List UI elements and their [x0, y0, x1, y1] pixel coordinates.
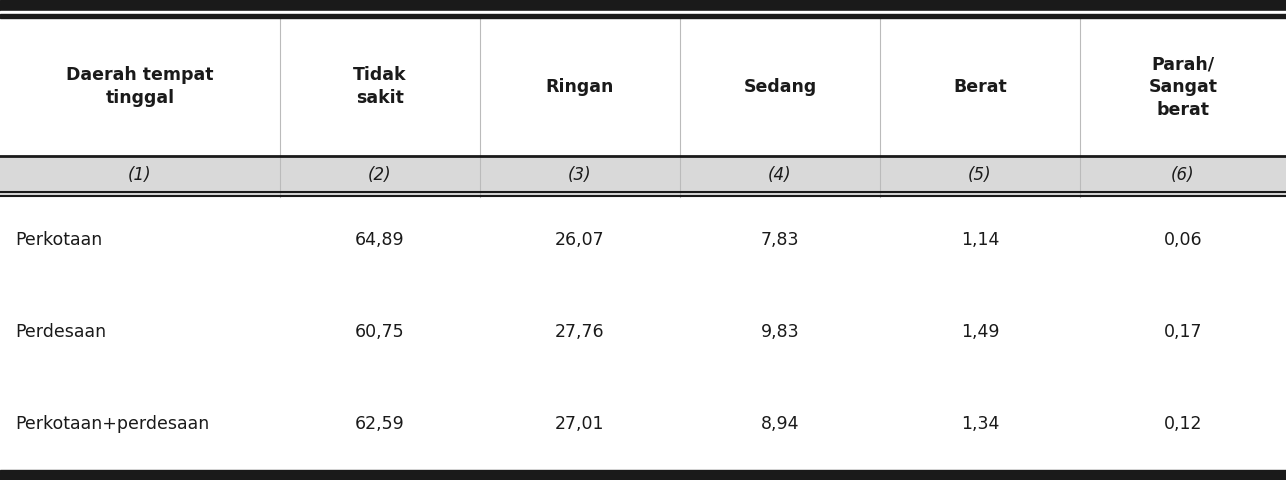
Text: (1): (1) — [129, 166, 152, 184]
Text: 0,12: 0,12 — [1164, 415, 1202, 433]
Bar — [0, 156, 1286, 194]
Text: Sedang: Sedang — [743, 78, 817, 96]
Text: Parah/
Sangat
berat: Parah/ Sangat berat — [1148, 55, 1218, 119]
Text: (6): (6) — [1172, 166, 1195, 184]
Text: 1,49: 1,49 — [961, 323, 999, 341]
Text: Tidak
sakit: Tidak sakit — [354, 67, 406, 108]
Text: 60,75: 60,75 — [355, 323, 405, 341]
Text: 8,94: 8,94 — [761, 415, 800, 433]
Text: 64,89: 64,89 — [355, 231, 405, 249]
Text: 7,83: 7,83 — [761, 231, 800, 249]
Text: (3): (3) — [568, 166, 592, 184]
Text: (4): (4) — [768, 166, 792, 184]
Text: Daerah tempat
tinggal: Daerah tempat tinggal — [67, 67, 213, 108]
Text: 0,06: 0,06 — [1164, 231, 1202, 249]
Text: Perkotaan+perdesaan: Perkotaan+perdesaan — [15, 415, 210, 433]
Text: 1,34: 1,34 — [961, 415, 999, 433]
Text: 62,59: 62,59 — [355, 415, 405, 433]
Text: (2): (2) — [368, 166, 392, 184]
Text: Perdesaan: Perdesaan — [15, 323, 107, 341]
Text: Perkotaan: Perkotaan — [15, 231, 103, 249]
Bar — [0, 14, 1286, 18]
Text: 27,76: 27,76 — [556, 323, 604, 341]
Text: 27,01: 27,01 — [556, 415, 604, 433]
Bar — [0, 0, 1286, 11]
Text: 9,83: 9,83 — [761, 323, 800, 341]
Text: Berat: Berat — [953, 78, 1007, 96]
Text: (5): (5) — [968, 166, 992, 184]
Bar — [0, 11, 1286, 14]
Text: 26,07: 26,07 — [556, 231, 604, 249]
Text: 1,14: 1,14 — [961, 231, 999, 249]
Bar — [0, 470, 1286, 480]
Text: Ringan: Ringan — [545, 78, 615, 96]
Text: 0,17: 0,17 — [1164, 323, 1202, 341]
